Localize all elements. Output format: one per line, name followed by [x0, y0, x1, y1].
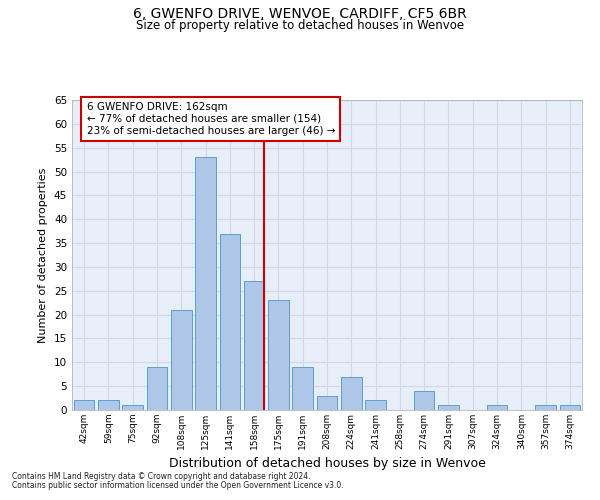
- Bar: [535, 405, 556, 410]
- Text: 6 GWENFO DRIVE: 162sqm
← 77% of detached houses are smaller (154)
23% of semi-de: 6 GWENFO DRIVE: 162sqm ← 77% of detached…: [86, 102, 335, 136]
- Bar: [365, 400, 386, 410]
- Text: 6, GWENFO DRIVE, WENVOE, CARDIFF, CF5 6BR: 6, GWENFO DRIVE, WENVOE, CARDIFF, CF5 6B…: [133, 8, 467, 22]
- Bar: [74, 400, 94, 410]
- Bar: [414, 391, 434, 410]
- Bar: [171, 310, 191, 410]
- Bar: [195, 157, 216, 410]
- Text: Contains HM Land Registry data © Crown copyright and database right 2024.: Contains HM Land Registry data © Crown c…: [12, 472, 311, 481]
- Y-axis label: Number of detached properties: Number of detached properties: [38, 168, 49, 342]
- Text: Contains public sector information licensed under the Open Government Licence v3: Contains public sector information licen…: [12, 481, 344, 490]
- Bar: [268, 300, 289, 410]
- Bar: [560, 405, 580, 410]
- Bar: [341, 376, 362, 410]
- Bar: [98, 400, 119, 410]
- Bar: [146, 367, 167, 410]
- Bar: [244, 281, 265, 410]
- X-axis label: Distribution of detached houses by size in Wenvoe: Distribution of detached houses by size …: [169, 458, 485, 470]
- Bar: [438, 405, 459, 410]
- Bar: [292, 367, 313, 410]
- Text: Size of property relative to detached houses in Wenvoe: Size of property relative to detached ho…: [136, 19, 464, 32]
- Bar: [487, 405, 508, 410]
- Bar: [122, 405, 143, 410]
- Bar: [220, 234, 240, 410]
- Bar: [317, 396, 337, 410]
